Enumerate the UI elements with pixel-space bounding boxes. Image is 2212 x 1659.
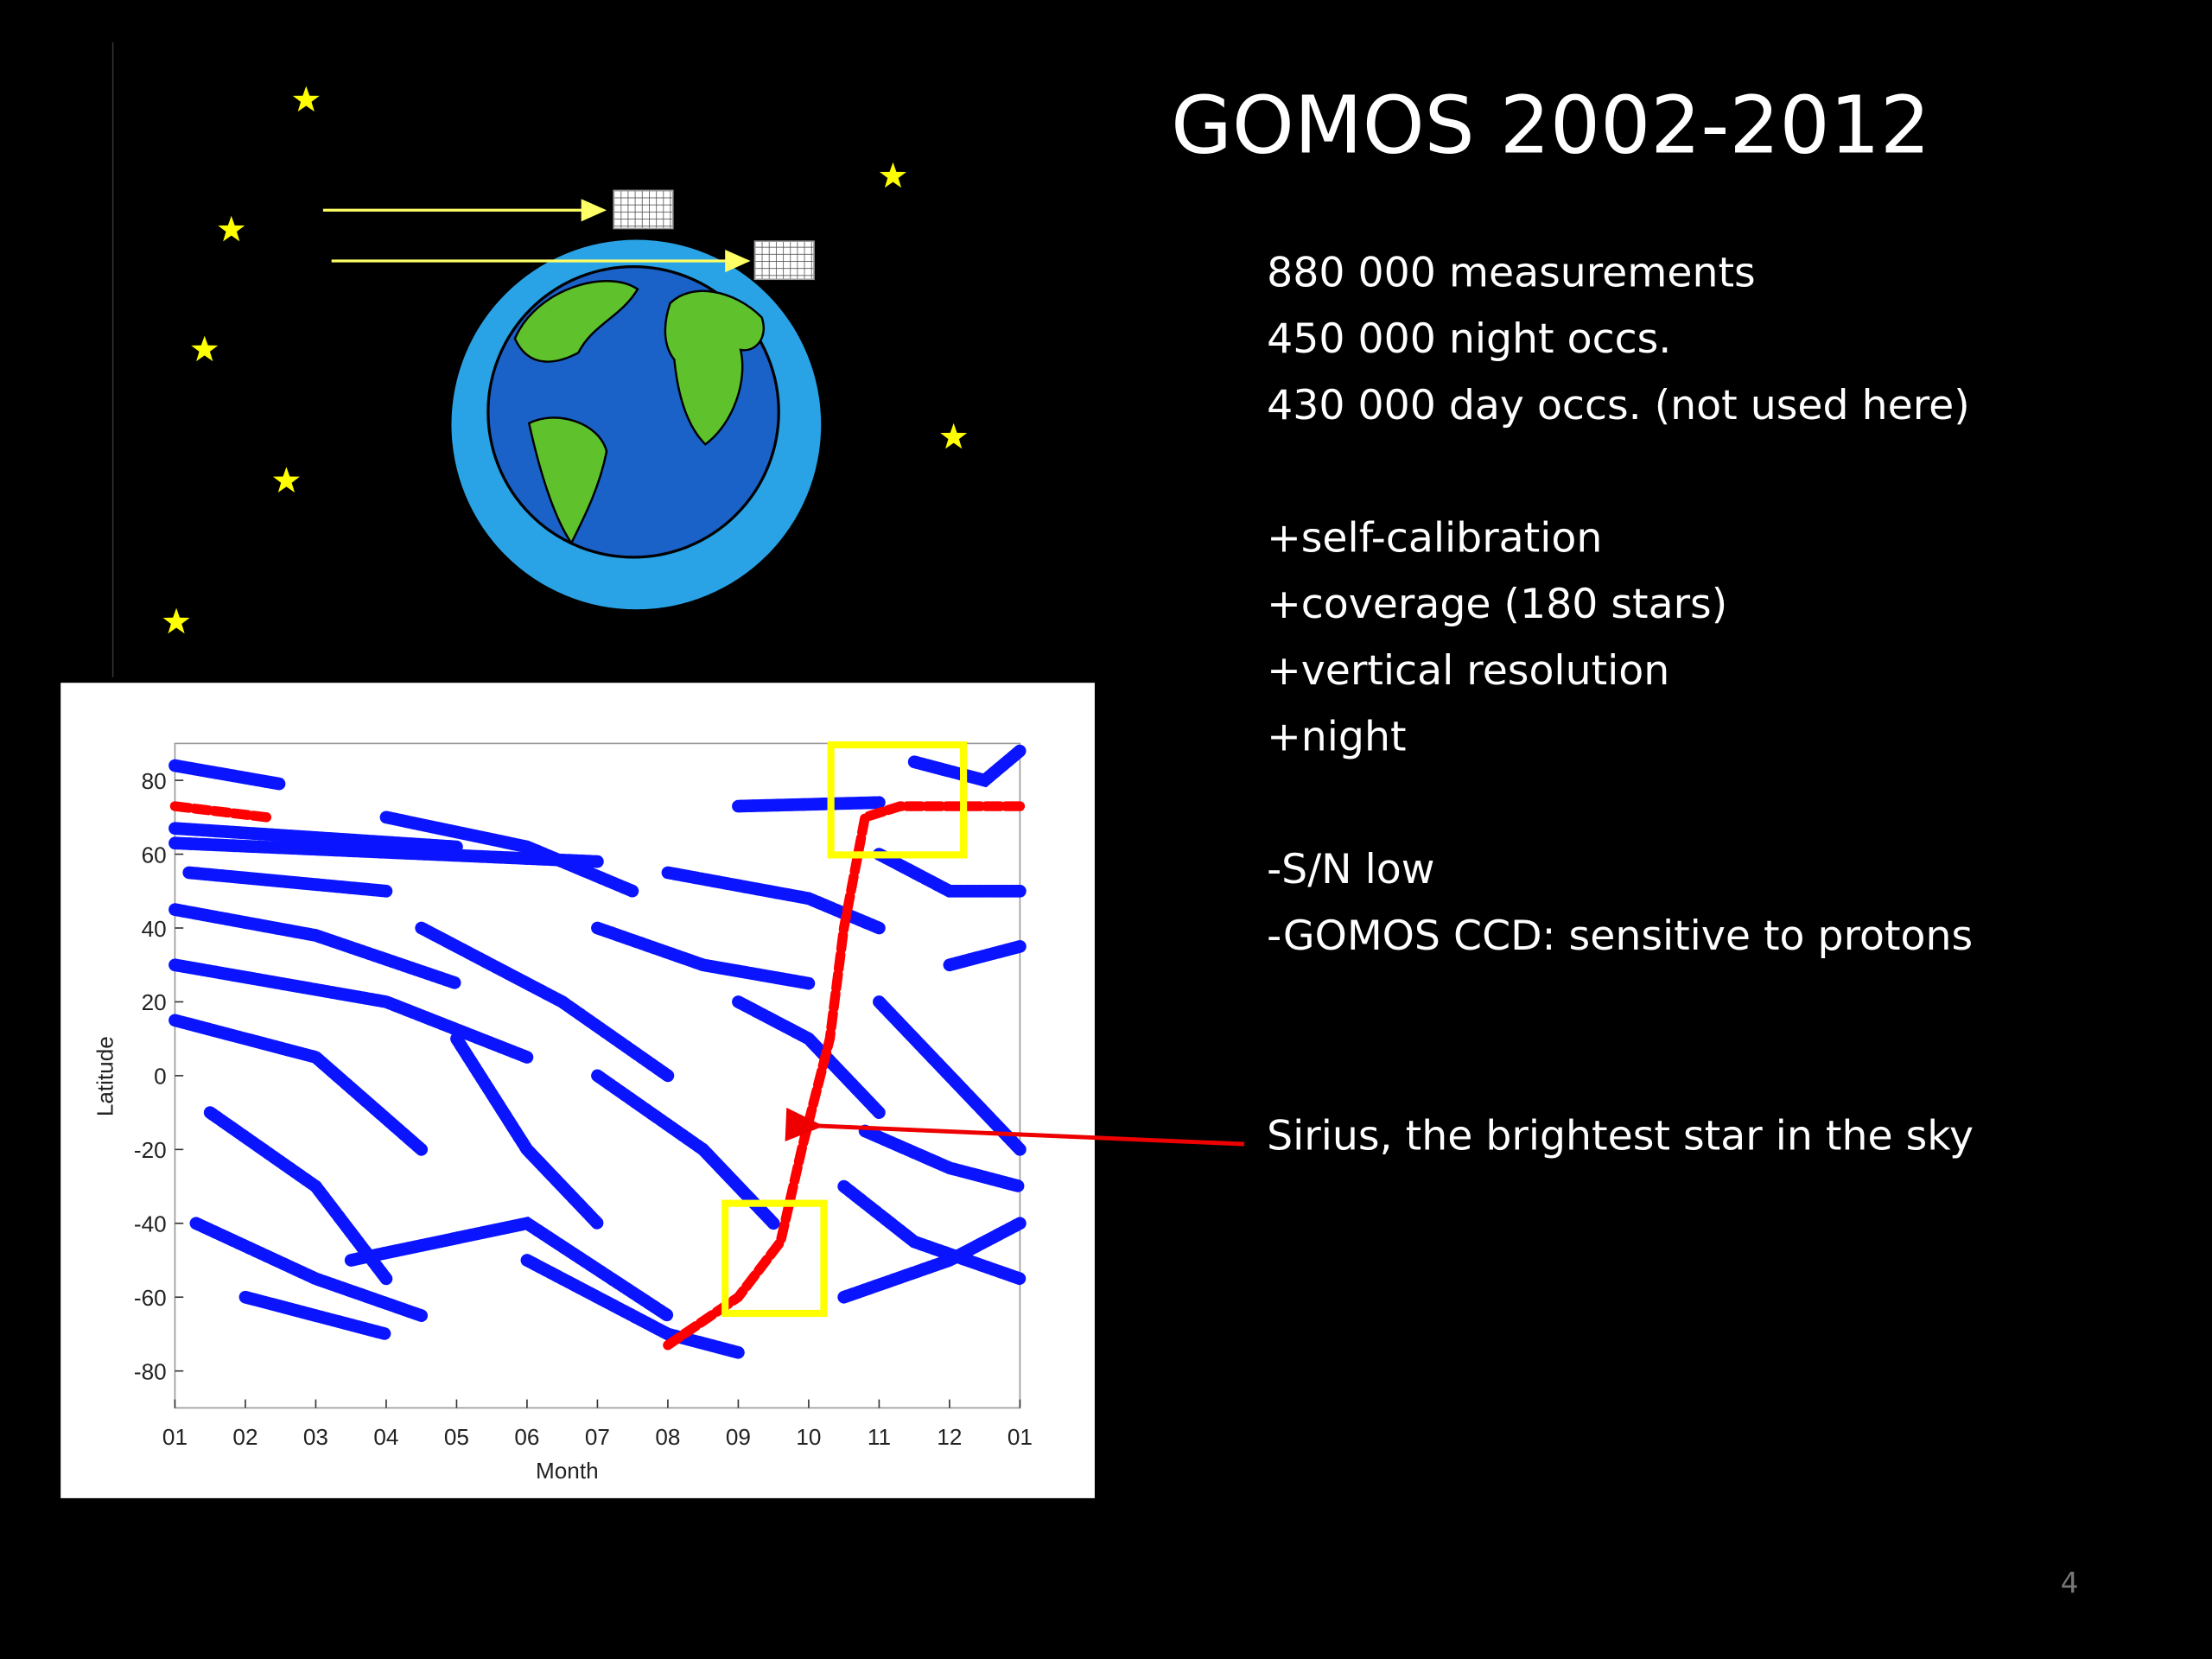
x-tick-label: 06 — [514, 1424, 539, 1450]
bullet-line: 880 000 measurements — [1267, 249, 1756, 296]
x-axis-title: Month — [536, 1458, 599, 1484]
x-tick-label: 03 — [303, 1424, 328, 1450]
page-number: 4 — [2061, 1567, 2079, 1599]
annotation-arrow — [785, 1107, 1245, 1147]
track — [907, 744, 1027, 788]
track — [415, 921, 675, 1083]
x-tick-label: 12 — [937, 1424, 962, 1450]
track — [873, 995, 1027, 1156]
bullet-line: -S/N low — [1267, 846, 1434, 893]
y-tick-label: 80 — [142, 768, 167, 794]
track — [238, 1290, 393, 1341]
track — [169, 801, 272, 823]
track — [837, 1217, 1027, 1304]
track — [182, 866, 393, 898]
track — [450, 1032, 604, 1230]
slide-title: GOMOS 2002-2012 — [1171, 79, 1930, 171]
track — [168, 958, 534, 1064]
illustration — [162, 86, 968, 634]
y-tick-label: 0 — [154, 1064, 167, 1090]
bullet-line: +vertical resolution — [1267, 647, 1669, 695]
y-tick-label: 60 — [142, 842, 167, 868]
track — [663, 801, 1026, 1351]
track — [858, 1124, 1027, 1193]
track — [873, 848, 1027, 898]
track — [591, 1069, 780, 1230]
highlight-box — [827, 741, 968, 859]
annotation: Sirius, the brightest star in the sky — [1267, 1113, 1974, 1160]
highlight-box — [721, 1199, 828, 1318]
track — [379, 810, 639, 898]
chart-background — [60, 683, 1095, 1498]
y-tick-label: -60 — [134, 1285, 167, 1311]
bullet-line: 450 000 night occs. — [1267, 315, 1671, 363]
track — [943, 940, 1027, 972]
track — [732, 796, 886, 813]
y-tick-label: 20 — [142, 989, 167, 1015]
x-tick-label: 11 — [868, 1424, 891, 1450]
bullet-line: +night — [1267, 714, 1406, 761]
bullet-line: 430 000 day occs. (not used here) — [1267, 382, 1970, 429]
track — [344, 1216, 675, 1322]
track — [168, 836, 604, 868]
track — [661, 866, 886, 935]
track — [168, 759, 288, 791]
x-tick-label: 10 — [796, 1424, 821, 1450]
track — [189, 1217, 429, 1322]
bullet-line: +coverage (180 stars) — [1267, 581, 1727, 628]
x-tick-label: 01 — [162, 1424, 188, 1450]
track — [203, 1106, 393, 1286]
bullet-line: +self-calibration — [1267, 514, 1602, 562]
track — [168, 1014, 429, 1156]
chart: -80 -60 -40 -20 0 20 40 60 80 01 02 03 04 05 06 07 08 09 1… — [134, 742, 1033, 1450]
track — [520, 1254, 745, 1359]
x-tick-label: 04 — [373, 1424, 398, 1450]
x-tick-label: 01 — [1007, 1424, 1033, 1450]
x-tick-label: 02 — [232, 1424, 257, 1450]
track — [168, 822, 463, 854]
track — [591, 921, 816, 990]
bullet-line: -GOMOS CCD: sensitive to protons — [1267, 912, 1973, 960]
track — [168, 903, 463, 990]
y-tick-label: 40 — [142, 916, 167, 942]
x-tick-label: 09 — [726, 1424, 751, 1450]
y-tick-label: -20 — [134, 1137, 167, 1163]
track — [837, 1179, 1027, 1286]
track — [732, 995, 886, 1119]
bullet-list: 880 000 measurements 450 000 night occs. 4… — [1267, 249, 1973, 959]
x-tick-label: 05 — [444, 1424, 469, 1450]
y-tick-label: -80 — [134, 1358, 167, 1384]
x-tick-label: 07 — [585, 1424, 610, 1450]
y-tick-label: -40 — [134, 1211, 167, 1237]
x-tick-label: 08 — [655, 1424, 680, 1450]
y-axis-title: Latitude — [92, 1036, 118, 1116]
